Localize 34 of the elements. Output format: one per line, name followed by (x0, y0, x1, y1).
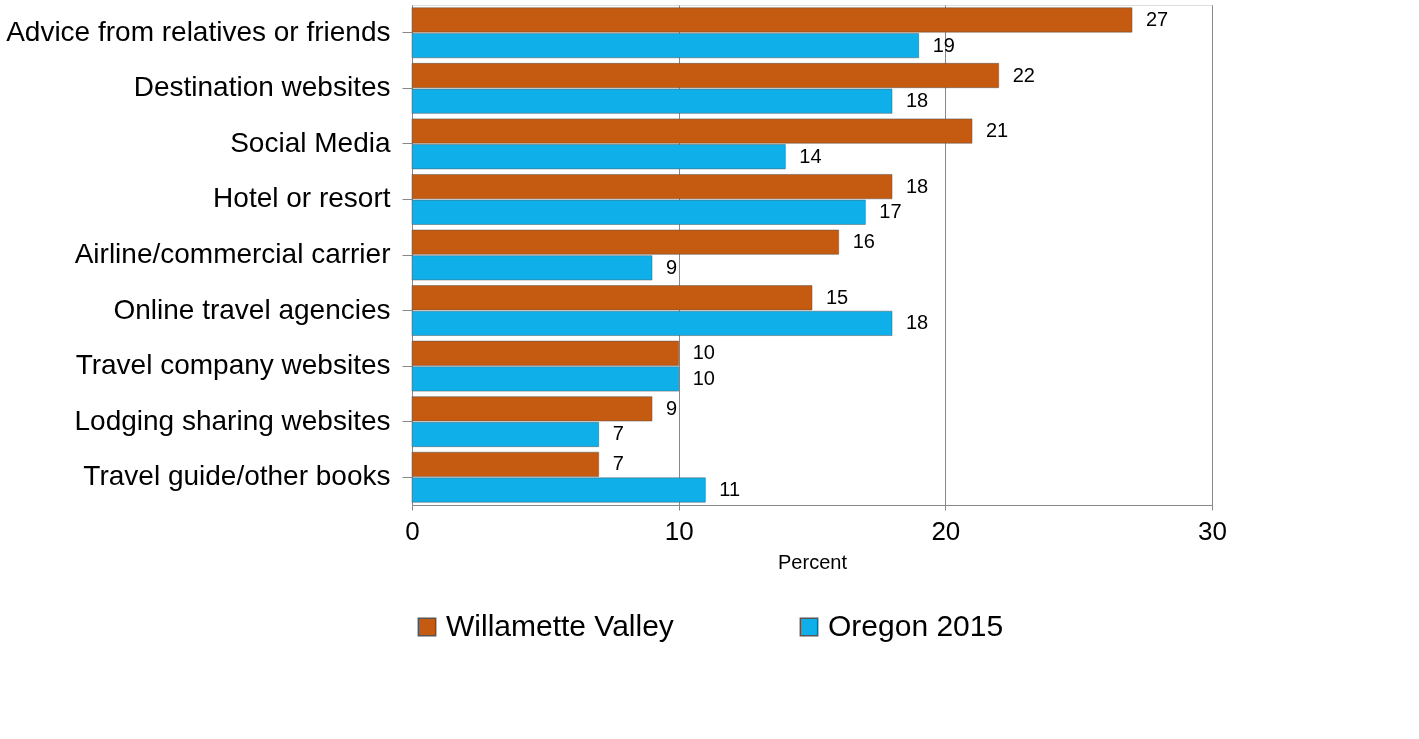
data-label: 9 (666, 396, 678, 419)
y-tick-label: Travel guide/other books (83, 460, 391, 492)
data-label: 17 (879, 200, 902, 223)
y-tick-label: Lodging sharing websites (74, 404, 391, 436)
data-label: 10 (692, 366, 715, 389)
x-axis-title: Percent (778, 550, 848, 573)
y-tick-label: Travel company websites (75, 349, 391, 381)
legend-label: Willamette Valley (446, 609, 674, 642)
data-label: 27 (1146, 7, 1169, 30)
data-label: 18 (906, 89, 929, 112)
legend-label: Oregon 2015 (828, 609, 1004, 642)
y-tick-label: Online travel agencies (113, 293, 391, 325)
data-label: 9 (666, 255, 678, 278)
data-label: 11 (719, 478, 741, 501)
y-tick-label: Airline/commercial carrier (74, 238, 391, 269)
y-tick-label: Social Media (230, 126, 391, 158)
data-label: 18 (906, 311, 929, 334)
data-label: 7 (612, 422, 624, 445)
x-tick-label: 20 (931, 515, 961, 546)
data-label: 10 (692, 341, 715, 364)
data-label: 7 (612, 452, 624, 475)
y-tick-label: Hotel or resort (213, 182, 391, 214)
y-tick-label: Destination websites (133, 71, 391, 103)
x-tick-label: 0 (405, 515, 420, 546)
data-label: 21 (986, 119, 1009, 142)
x-tick-label: 10 (664, 515, 694, 546)
data-label: 18 (906, 174, 929, 197)
data-label: 16 (852, 230, 875, 253)
x-tick-label: 30 (1198, 515, 1227, 546)
y-tick-label: Advice from relatives or friends (6, 15, 391, 47)
data-label: 19 (932, 33, 955, 56)
data-label: 14 (799, 144, 822, 167)
data-label: 22 (1012, 63, 1035, 86)
data-label: 15 (826, 285, 849, 308)
